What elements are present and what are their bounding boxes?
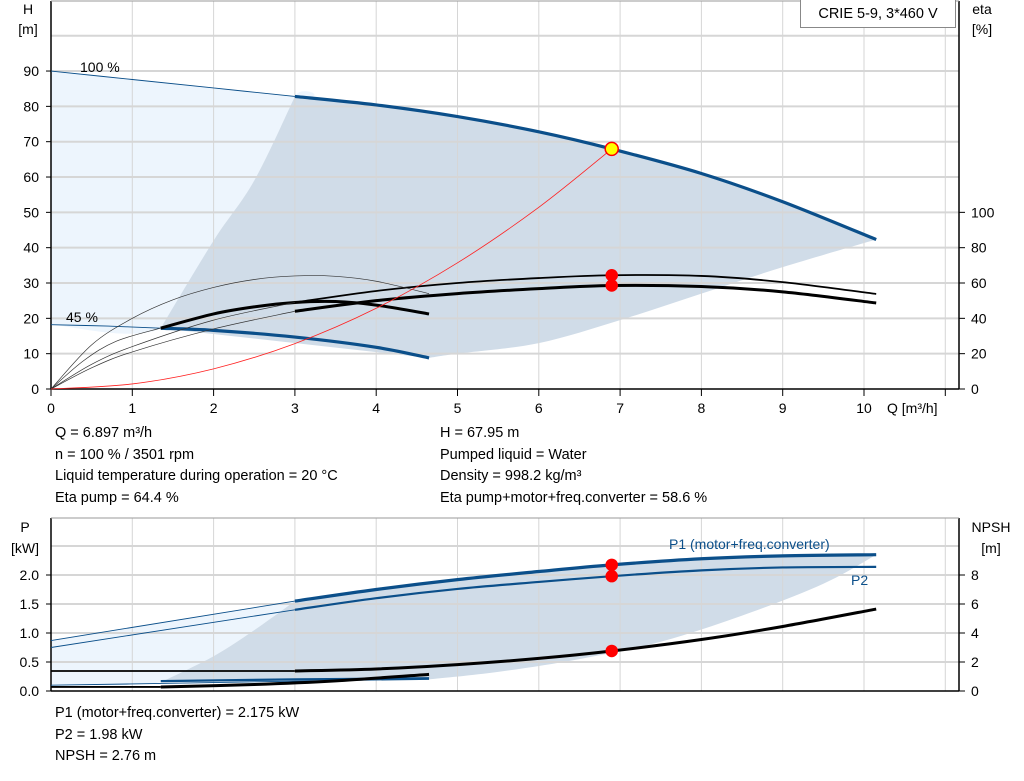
operating-area: [160, 554, 877, 683]
series-label-p1: P1 (motor+freq.converter): [669, 536, 830, 552]
curve-h-100-ext: [50, 70, 295, 97]
head-efficiency-chart: 0 10 20 30 40 50 60 70 80 90 0 20 40 60 80 100 0 1 2 3 4 5 6 7 8…: [23, 0, 995, 416]
marker-duty-point: [604, 141, 619, 157]
x-tick-label: 6: [535, 400, 543, 416]
info-p2: P2 = 1.98 kW: [55, 726, 143, 743]
operating-area: [160, 96, 877, 358]
x-axis-title: Q [m³/h]: [887, 400, 938, 416]
info-temperature: Liquid temperature during operation = 20…: [55, 468, 338, 484]
y-axis-unit-h: [m]: [18, 21, 37, 37]
curve-eta-ext-c: [50, 310, 295, 390]
info-head: H = 67.95 m: [440, 425, 520, 441]
power-info: P1 (motor+freq.converter) = 2.175 kW P2 …: [55, 703, 299, 768]
info-npsh: NPSH = 2.76 m: [55, 748, 157, 764]
x-tick-label: 8: [698, 400, 706, 416]
y-tick-label-right: 60: [971, 275, 987, 291]
info-speed: n = 100 % / 3501 rpm: [55, 446, 195, 463]
marker-eta-pump-point: [605, 268, 618, 282]
curve-p1-45: [160, 677, 430, 683]
y-tick-label-left: 20: [23, 310, 39, 326]
operating-area-light: [51, 596, 315, 686]
curve-npsh-45: [160, 672, 430, 689]
curve-h-45: [160, 326, 430, 360]
y-tick-label-left: 0: [31, 381, 39, 397]
y-tick-label-right: 2: [971, 654, 979, 670]
curve-h-100: [294, 94, 877, 242]
y-tick-label-right: 0: [971, 683, 979, 699]
x-tick-label: 1: [128, 400, 136, 416]
y-axis-title-h: H: [23, 1, 33, 17]
y-tick-label-right: 100: [971, 204, 995, 220]
curve-eta-pump-ext: [50, 275, 430, 390]
curve-eta-pump-100: [294, 274, 877, 304]
y-tick-label-right: 0: [971, 381, 979, 397]
y-tick-label-left: 1.5: [20, 596, 40, 612]
x-tick-label: 0: [47, 400, 55, 416]
pump-name-box: CRIE 5-9, 3*460 V: [800, 0, 956, 28]
x-tick-label: 7: [616, 400, 624, 416]
marker-npsh-point: [605, 644, 618, 658]
marker-p1-point: [605, 558, 618, 572]
y-tick-label-left: 0.0: [20, 683, 40, 699]
curve-p1-ext: [50, 600, 295, 641]
y-tick-label-left: 90: [23, 63, 39, 79]
x-tick-label: 10: [856, 400, 872, 416]
y-axis-title-p: P: [20, 519, 29, 535]
y-tick-label-left: 2.0: [20, 567, 40, 583]
operating-area-light: [51, 71, 315, 334]
y-tick-label-left: 30: [23, 275, 39, 291]
y-tick-label-left: 50: [23, 204, 39, 220]
curve-eta-total-100: [294, 283, 877, 313]
curve-eta-45: [160, 299, 430, 330]
curve-eta-ext-b: [50, 302, 295, 390]
y-tick-label-right: 6: [971, 596, 979, 612]
y-tick-label-left: 70: [23, 134, 39, 150]
y-tick-label-right: 20: [971, 346, 987, 362]
y-axis-unit-p: [kW]: [11, 540, 39, 556]
y-tick-label-right: 8: [971, 567, 979, 583]
x-tick-label: 5: [454, 400, 462, 416]
x-tick-label: 4: [372, 400, 380, 416]
y-tick-label-left: 80: [23, 98, 39, 114]
y-tick-label-left: 1.0: [20, 625, 40, 641]
curve-system-curve: [50, 148, 612, 390]
power-npsh-chart: 0.0 0.5 1.0 1.5 2.0 0 2 4 6 8: [20, 517, 979, 699]
y-tick-label-left: 10: [23, 346, 39, 362]
info-density: Density = 998.2 kg/m³: [440, 468, 582, 484]
y-tick-label-right: 80: [971, 240, 987, 256]
x-tick-label: 9: [779, 400, 787, 416]
marker-p2-point: [605, 569, 618, 583]
info-eta-total: Eta pump+motor+freq.converter = 58.6 %: [440, 489, 708, 506]
curve-p2-45: [50, 678, 430, 686]
curve-p2-100: [294, 565, 877, 611]
y-tick-label-right: 40: [971, 310, 987, 326]
y-axis-unit-eta: [%]: [972, 21, 992, 37]
curve-label-45: 45 %: [66, 309, 98, 325]
info-eta-pump: Eta pump = 64.4 %: [55, 489, 179, 506]
y-axis-title-npsh: NPSH: [972, 519, 1011, 535]
curve-eta-ext-a: [50, 327, 161, 390]
info-liquid: Pumped liquid = Water: [440, 446, 587, 463]
curve-npsh-100: [294, 607, 877, 673]
duty-info-left: Q = 6.897 m³/h n = 100 % / 3501 rpm Liqu…: [55, 423, 338, 509]
y-tick-label-left: 60: [23, 169, 39, 185]
y-axis-title-eta: eta: [972, 1, 992, 17]
info-p1: P1 (motor+freq.converter) = 2.175 kW: [55, 705, 300, 721]
duty-info-right: H = 67.95 m Pumped liquid = Water Densit…: [440, 423, 707, 509]
y-tick-label-left: 40: [23, 240, 39, 256]
info-flow: Q = 6.897 m³/h: [55, 425, 153, 441]
curve-p2-ext: [50, 609, 295, 648]
x-tick-label: 3: [291, 400, 299, 416]
x-tick-label: 2: [210, 400, 218, 416]
y-tick-label-left: 0.5: [20, 654, 40, 670]
series-label-p2: P2: [851, 572, 868, 588]
curve-h-45-ext: [50, 324, 161, 329]
curve-p1-100: [294, 553, 877, 603]
marker-eta-total-point: [605, 279, 618, 292]
y-axis-unit-npsh: [m]: [981, 540, 1000, 556]
y-tick-label-right: 4: [971, 625, 979, 641]
curve-label-100: 100 %: [80, 59, 120, 75]
